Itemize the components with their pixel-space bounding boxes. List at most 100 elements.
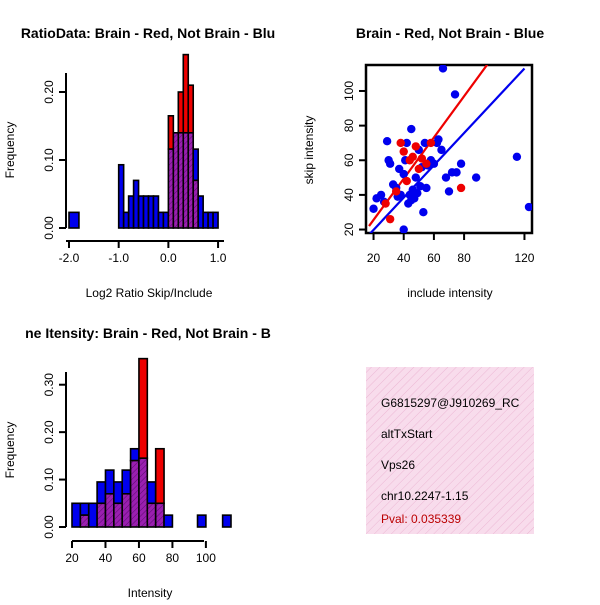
info-panel-clip-mask — [534, 390, 600, 420]
not-brain-bar-7 — [129, 447, 140, 462]
brain-point — [422, 159, 431, 168]
not-brain-point — [444, 187, 454, 196]
intensity-y-ticks: 0.00 0.10 0.20 0.30 — [42, 373, 66, 539]
not-brain-point — [450, 90, 460, 99]
pvalue-text: Pval: 0.035339 — [381, 512, 461, 526]
not-brain-point — [407, 124, 416, 134]
scatter-x-label: include intensity — [407, 286, 492, 300]
not-brain-point — [524, 202, 532, 212]
not-brain-point — [434, 135, 443, 144]
overlap-bar-4 — [104, 492, 115, 528]
y-tick-label: 60 — [342, 153, 356, 167]
not-brain-point — [419, 208, 428, 217]
brain-bar-8 — [138, 357, 149, 460]
intensity-y-label: Frequency — [3, 422, 17, 479]
info-panel: G6815297@J910269_RC altTxStart Vps26 chr… — [366, 367, 534, 534]
not-brain-bar-0 — [71, 502, 82, 528]
x-tick-label: 20 — [367, 251, 381, 265]
brain-point — [396, 138, 405, 148]
not-brain-point — [399, 169, 408, 179]
info-panel-background — [366, 367, 534, 534]
not-brain-point — [402, 138, 411, 148]
not-brain-point — [438, 65, 448, 73]
scatter-chart-title: Brain - Red, Not Brain - Blue — [356, 25, 544, 41]
x-tick-label: 20 — [65, 551, 79, 565]
not-brain-bar-9 — [146, 481, 157, 505]
overlap-bar-9 — [146, 502, 157, 528]
not-brain-bar-15 — [196, 514, 207, 528]
overlap-bar-10 — [154, 502, 165, 528]
intensity-histogram-panel: ne Itensity: Brain - Red, Not Brain - B … — [3, 325, 271, 600]
scatter-x-ticks: 20 40 60 80 120 — [367, 233, 535, 265]
scatter-y-label: skip intensity — [302, 116, 316, 185]
not-brain-point — [385, 159, 395, 168]
brain-point — [426, 138, 436, 148]
overlap-bar-8 — [138, 457, 149, 528]
not-brain-point — [399, 225, 408, 233]
ratio-chart-title: RatioData: Brain - Red, Not Brain - Blu — [21, 25, 275, 41]
not-brain-point — [382, 137, 392, 146]
ratio-histogram-panel: RatioData: Brain - Red, Not Brain - Blu … — [3, 25, 275, 300]
x-tick-label: 0.0 — [160, 251, 177, 265]
brain-point — [456, 183, 466, 193]
x-tick-label: -2.0 — [59, 251, 80, 265]
overlap-bar-6 — [121, 492, 132, 528]
not-brain-bar-4 — [104, 469, 115, 495]
not-brain-bar-5 — [117, 163, 125, 229]
y-tick-label: 0.20 — [42, 80, 56, 104]
x-tick-label: 60 — [132, 551, 146, 565]
location-text: chr10.2247-1.15 — [381, 489, 469, 503]
not-brain-bar-0 — [68, 211, 80, 229]
brain-point — [414, 164, 424, 174]
not-brain-bar-5 — [113, 481, 124, 505]
brain-bar-10 — [154, 447, 165, 505]
intensity-x-ticks: 20 40 60 80 100 — [65, 541, 216, 565]
intensity-bars — [71, 357, 232, 528]
brain-point — [408, 152, 417, 161]
not-brain-bar-1 — [79, 502, 90, 516]
x-tick-label: 80 — [166, 551, 180, 565]
not-brain-bar-24 — [212, 211, 219, 229]
ratio-y-ticks: 0.00 0.10 0.20 — [42, 80, 66, 240]
brain-point — [381, 199, 390, 208]
not-brain-bar-20 — [192, 148, 199, 182]
y-tick-label: 100 — [342, 81, 356, 101]
not-brain-point — [422, 183, 431, 193]
intensity-chart-title: ne Itensity: Brain - Red, Not Brain - B — [25, 325, 271, 341]
gene-name-text: Vps26 — [381, 458, 415, 472]
probe-id-text: G6815297@J910269_RC — [381, 396, 520, 410]
x-tick-label: -1.0 — [108, 251, 129, 265]
x-tick-label: 120 — [514, 251, 534, 265]
y-tick-label: 0.00 — [42, 216, 56, 240]
not-brain-point — [441, 173, 451, 182]
not-brain-point — [411, 173, 420, 182]
y-tick-label: 0.10 — [42, 468, 56, 492]
y-tick-label: 0.30 — [42, 373, 56, 397]
ratio-x-label: Log2 Ratio Skip/Include — [86, 286, 213, 300]
overlap-bar-1 — [79, 514, 90, 528]
not-brain-point — [420, 138, 430, 148]
not-brain-point — [437, 145, 446, 155]
not-brain-bar-11 — [163, 514, 174, 528]
scatter-plot-frame — [364, 63, 534, 235]
not-brain-bar-18 — [221, 514, 232, 528]
brain-bar-19 — [187, 84, 195, 134]
event-type-text: altTxStart — [381, 427, 433, 441]
ratio-y-label: Frequency — [3, 122, 17, 179]
x-tick-label: 1.0 — [210, 251, 227, 265]
not-brain-point — [376, 190, 386, 200]
not-brain-point — [413, 188, 422, 198]
intensity-x-label: Intensity — [128, 586, 173, 600]
x-tick-label: 40 — [99, 551, 113, 565]
not-brain-point — [369, 204, 378, 213]
overlap-bar-3 — [96, 502, 107, 528]
scatter-points — [368, 65, 532, 233]
overlap-bar-7 — [129, 459, 140, 528]
ratio-bars — [68, 53, 219, 229]
brain-point — [399, 147, 408, 156]
not-brain-point — [512, 152, 522, 161]
y-tick-label: 0.00 — [42, 515, 56, 539]
not-brain-bar-2 — [87, 502, 98, 528]
not-brain-point — [429, 159, 439, 168]
